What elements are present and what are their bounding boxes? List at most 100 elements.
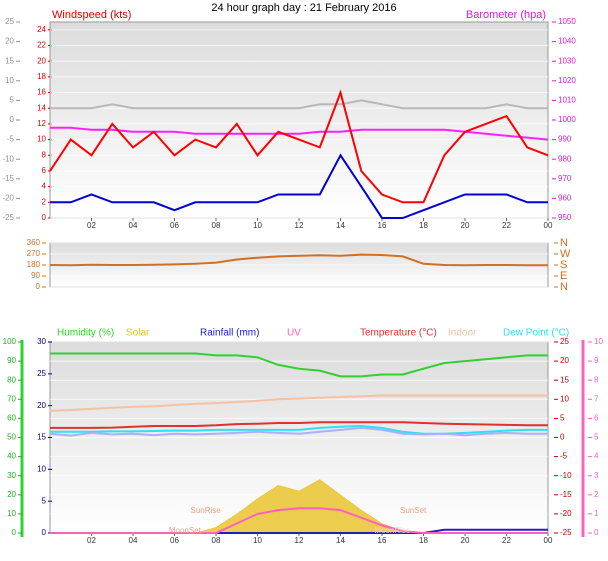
y-axis-label: Windspeed (kts)	[52, 9, 131, 21]
y-tick-label: 180	[27, 260, 41, 269]
y-tick-label: 6	[42, 166, 47, 175]
y-tick-label: 90	[31, 271, 40, 280]
y2-tick-label: 25	[37, 369, 46, 378]
y2-tick-label: 1020	[558, 76, 576, 85]
y-tick-label: 20	[7, 490, 16, 499]
y2-tick-label: 980	[558, 154, 572, 163]
x-tick-label: 04	[129, 536, 138, 545]
y-tick-label: 60	[7, 414, 16, 423]
y4-tick-label: 10	[594, 337, 603, 346]
series-line	[49, 253, 548, 267]
x-tick-label: 06	[170, 221, 179, 230]
x-tick-label: 08	[212, 536, 221, 545]
y3-tick-label: -10	[2, 154, 14, 163]
y2-tick-label: N	[560, 281, 568, 293]
x-tick-label: 08	[212, 221, 221, 230]
y3-tick-label: -25	[560, 528, 572, 537]
series-line	[49, 394, 548, 412]
y2-tick-label: 990	[558, 135, 572, 144]
y3-tick-label: 5	[10, 96, 15, 105]
y-tick-label: 30	[7, 471, 16, 480]
y3-tick-label: -5	[7, 135, 15, 144]
y2-tick-label: S	[560, 259, 567, 271]
chart-title: 24 hour graph day : 21 February 2016	[211, 2, 396, 14]
y3-tick-label: -15	[2, 174, 14, 183]
series-line	[49, 89, 549, 204]
y2-tick-label: W	[560, 248, 571, 260]
x-tick-label: 12	[295, 221, 304, 230]
series-line	[50, 352, 548, 378]
series-line	[49, 426, 548, 437]
y2-tick-label: 0	[42, 528, 47, 537]
series-line	[50, 421, 548, 429]
y3-tick-label: 0	[560, 433, 565, 442]
y2-tick-label: E	[560, 270, 567, 282]
y-tick-label: 360	[27, 238, 41, 247]
y4-tick-label: 7	[594, 394, 599, 403]
y2-tick-label: 30	[37, 337, 46, 346]
y-tick-label: 0	[36, 282, 41, 291]
y3-tick-label: 25	[560, 337, 569, 346]
y3-tick-label: -20	[2, 194, 14, 203]
x-tick-label: 10	[253, 221, 262, 230]
series-line	[50, 153, 548, 219]
x-tick-label: 14	[336, 221, 345, 230]
annotation: SunRise	[191, 506, 222, 515]
y-tick-label: 80	[7, 375, 16, 384]
y-tick-label: 100	[3, 337, 17, 346]
x-tick-label: 00	[544, 221, 553, 230]
y-tick-label: 10	[37, 135, 46, 144]
y2-tick-label: 1030	[558, 56, 576, 65]
y-tick-label: 2	[42, 197, 47, 206]
x-tick-label: 02	[87, 221, 96, 230]
plot-area	[49, 21, 549, 219]
x-tick-label: 18	[419, 536, 428, 545]
x-tick-label: 02	[87, 536, 96, 545]
y4-tick-label: 0	[594, 528, 599, 537]
y2-tick-label: 10	[37, 464, 46, 473]
legend-entry: Dew Point (°C)	[503, 328, 569, 339]
legend-entry: Temperature (°C)	[360, 328, 437, 339]
y3-tick-label: -10	[560, 471, 572, 480]
series-line	[50, 99, 548, 110]
y-tick-label: 22	[37, 41, 46, 50]
legend-entry: Solar	[126, 328, 150, 339]
annotation: MoonSet	[169, 526, 202, 535]
legend-entry: Rainfall (mm)	[200, 328, 259, 339]
x-tick-label: 14	[336, 536, 345, 545]
x-tick-label: 22	[502, 221, 511, 230]
y2-tick-label: N	[560, 237, 568, 249]
y3-tick-label: -15	[560, 490, 572, 499]
y2-tick-label: 1010	[558, 96, 576, 105]
x-tick-label: 00	[544, 536, 553, 545]
y2-tick-label: 1000	[558, 115, 576, 124]
y-tick-label: 270	[27, 249, 41, 258]
y3-tick-label: 25	[5, 17, 14, 26]
y4-tick-label: 1	[594, 509, 599, 518]
annotation: SunSet	[400, 506, 427, 515]
y2-tick-label: 960	[558, 194, 572, 203]
y2-tick-label: 970	[558, 174, 572, 183]
y4-tick-label: 9	[594, 356, 599, 365]
y-tick-label: 14	[37, 103, 46, 112]
x-tick-label: 16	[378, 221, 387, 230]
legend-entry: Indoor	[448, 328, 477, 339]
y-tick-label: 90	[7, 356, 16, 365]
legend-entry: Humidity (%)	[57, 328, 114, 339]
series-line	[50, 424, 548, 435]
y3-tick-label: 20	[5, 37, 14, 46]
y3-tick-label: 0	[10, 115, 15, 124]
y3-tick-label: -5	[560, 452, 568, 461]
x-tick-label: 16	[378, 536, 387, 545]
x-tick-label: 20	[461, 536, 470, 545]
annotation: MoonRise	[374, 526, 411, 535]
y2-tick-label: 1050	[558, 17, 576, 26]
y-tick-label: 40	[7, 452, 16, 461]
y4-tick-label: 6	[594, 414, 599, 423]
y2-tick-label: 15	[37, 433, 46, 442]
y2-axis-label: Barometer (hpa)	[466, 9, 546, 21]
y3-tick-label: 20	[560, 356, 569, 365]
y2-tick-label: 1040	[558, 37, 576, 46]
x-tick-label: 12	[295, 536, 304, 545]
